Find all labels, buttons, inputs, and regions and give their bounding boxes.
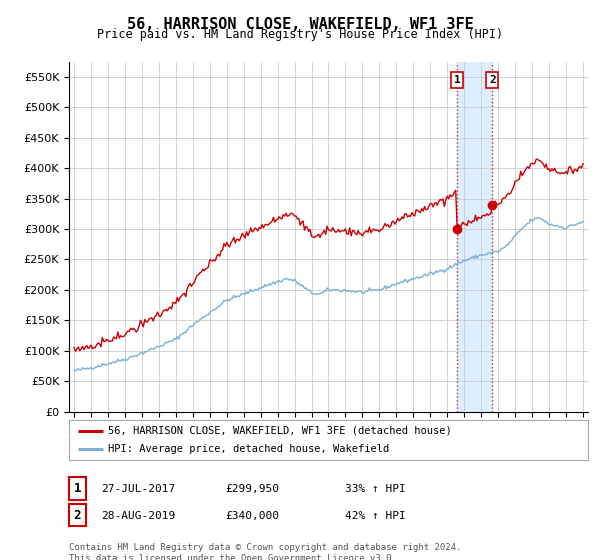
Text: 56, HARRISON CLOSE, WAKEFIELD, WF1 3FE (detached house): 56, HARRISON CLOSE, WAKEFIELD, WF1 3FE (… [108, 426, 452, 436]
Text: Contains HM Land Registry data © Crown copyright and database right 2024.
This d: Contains HM Land Registry data © Crown c… [69, 543, 461, 560]
Text: 42% ↑ HPI: 42% ↑ HPI [345, 511, 406, 521]
Text: 27-JUL-2017: 27-JUL-2017 [101, 484, 175, 494]
Bar [457, 62, 493, 412]
Text: £340,000: £340,000 [225, 511, 279, 521]
Text: HPI: Average price, detached house, Wakefield: HPI: Average price, detached house, Wake… [108, 445, 389, 454]
Text: 2: 2 [74, 508, 81, 522]
Text: 33% ↑ HPI: 33% ↑ HPI [345, 484, 406, 494]
Text: 56, HARRISON CLOSE, WAKEFIELD, WF1 3FE: 56, HARRISON CLOSE, WAKEFIELD, WF1 3FE [127, 17, 473, 32]
Text: 1: 1 [454, 75, 460, 85]
Text: 2: 2 [489, 75, 496, 85]
Text: £299,950: £299,950 [225, 484, 279, 494]
Text: 28-AUG-2019: 28-AUG-2019 [101, 511, 175, 521]
Text: 1: 1 [74, 482, 81, 495]
Text: Price paid vs. HM Land Registry's House Price Index (HPI): Price paid vs. HM Land Registry's House … [97, 28, 503, 41]
